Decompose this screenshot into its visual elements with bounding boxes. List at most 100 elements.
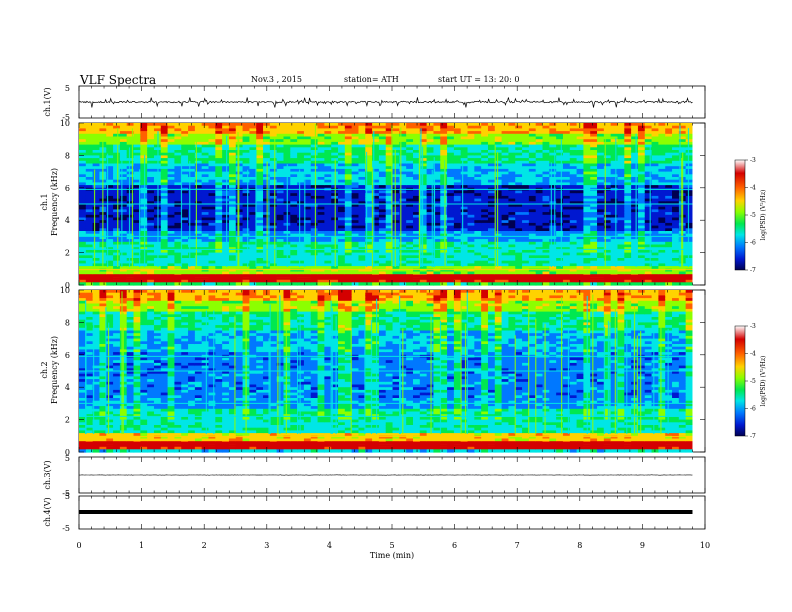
spectrogram-cell: [378, 190, 387, 194]
spectrogram-cell: [358, 258, 366, 262]
spectrogram-cell: [344, 131, 353, 135]
spectrogram-cell: [126, 233, 135, 237]
spectrogram-cell: [433, 244, 441, 248]
spectrogram-cell: [344, 225, 353, 229]
spectrogram-cell: [542, 263, 550, 267]
spectrogram-cell: [399, 206, 407, 210]
spectrogram-cell: [542, 271, 550, 275]
spectrogram-cell: [597, 155, 605, 159]
spectrogram-cell: [338, 222, 346, 227]
spectrogram-cell: [324, 236, 332, 240]
spectrogram-cell: [624, 220, 632, 224]
spectrogram-cell: [494, 260, 503, 264]
spectrogram-cell: [242, 179, 251, 183]
spectrogram-cell: [242, 193, 251, 197]
spectrogram-cell: [338, 252, 346, 256]
spectrogram-cell: [399, 220, 407, 224]
spectrogram-cell: [385, 185, 394, 189]
spectrogram-cell: [92, 217, 101, 221]
spectrogram-cell: [481, 263, 489, 267]
spectrogram-cell: [385, 168, 394, 173]
spectrogram-cell: [576, 255, 585, 259]
spectrogram-cell: [235, 206, 244, 210]
spectrogram-cell: [126, 217, 135, 221]
spectrogram-cell: [365, 209, 373, 213]
spectrogram-cell: [481, 128, 489, 132]
spectrogram-cell: [515, 236, 523, 240]
spectrogram-cell: [590, 141, 598, 146]
spectrogram-cell: [228, 131, 237, 135]
spectrogram-cell: [119, 217, 128, 221]
spectrogram-cell: [256, 231, 264, 235]
spectrogram-cell: [256, 228, 264, 232]
spectrogram-cell: [624, 163, 632, 167]
spectrogram-cell: [188, 195, 196, 200]
spectrogram-cell: [303, 263, 312, 267]
spectrogram-cell: [126, 214, 135, 219]
spectrogram-cell: [174, 147, 182, 151]
spectrogram-cell: [378, 266, 387, 270]
spectrogram-cell: [522, 244, 530, 248]
spectrogram-cell: [610, 217, 619, 221]
spectrogram-cell: [460, 179, 469, 183]
spectrogram-cell: [426, 252, 435, 256]
spectrogram-cell: [201, 266, 210, 270]
spectrogram-cell: [453, 271, 462, 275]
spectrogram-cell: [344, 141, 353, 146]
spectrogram-cell: [487, 128, 496, 132]
spectrogram-cell: [160, 139, 169, 143]
spectrogram-cell: [113, 233, 121, 237]
spectrogram-cell: [453, 212, 462, 216]
spectrogram-cell: [290, 249, 298, 254]
spectrogram-cell: [392, 201, 400, 205]
spectrogram-cell: [562, 266, 571, 270]
spectrogram-cell: [631, 252, 639, 256]
spectrogram-cell: [406, 193, 414, 197]
spectrogram-cell: [597, 206, 605, 210]
spectrogram-cell: [174, 231, 182, 235]
spectrogram-cell: [562, 160, 571, 165]
spectrogram-cell: [433, 204, 441, 208]
spectrogram-cell: [624, 266, 632, 270]
spectrogram-cell: [583, 231, 591, 235]
spectrogram-cell: [194, 185, 203, 189]
spectrogram-cell: [351, 268, 360, 273]
spectrogram-cell: [85, 174, 94, 178]
spectrogram-cell: [344, 174, 353, 178]
spectrogram-cell: [372, 204, 380, 208]
spectrogram-cell: [494, 206, 503, 210]
spectrogram-cell: [542, 160, 550, 165]
spectrogram-cell: [338, 236, 346, 240]
spectrogram-cell: [542, 147, 550, 151]
spectrogram-cell: [419, 252, 428, 256]
spectrogram-cell: [290, 166, 298, 170]
spectrogram-cell: [556, 166, 564, 170]
spectrogram-cell: [440, 206, 448, 210]
spectrogram-cell: [562, 133, 571, 138]
spectrogram-cell: [160, 212, 169, 216]
spectrogram-cell: [637, 206, 646, 210]
spectrogram-cell: [494, 131, 503, 135]
spectrogram-cell: [106, 185, 114, 189]
spectrogram-cell: [256, 141, 264, 146]
spectrogram-cell: [174, 271, 182, 275]
spectrogram-cell: [467, 128, 475, 132]
spectrogram-cell: [583, 228, 591, 232]
spectrogram-cell: [269, 128, 278, 132]
spectrogram-cell: [549, 228, 557, 232]
spectrogram-cell: [501, 144, 510, 148]
spectrogram-cell: [303, 236, 312, 240]
spectrogram-cell: [617, 193, 625, 197]
spectrogram-cell: [399, 212, 407, 216]
spectrogram-cell: [508, 128, 516, 132]
spectrogram-cell: [419, 147, 428, 151]
spectrogram-cell: [426, 271, 435, 275]
spectrogram-cell: [549, 163, 557, 167]
spectrogram-cell: [603, 144, 612, 148]
spectrogram-cell: [569, 209, 578, 213]
spectrogram-cell: [460, 147, 469, 151]
spectrogram-cell: [624, 260, 632, 264]
spectrogram-cell: [590, 150, 598, 154]
spectrogram-cell: [235, 150, 244, 154]
spectrogram-cell: [385, 204, 394, 208]
